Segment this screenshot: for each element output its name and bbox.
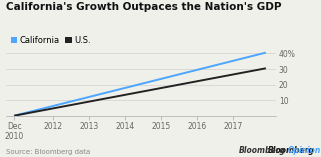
Text: Opinion: Opinion [287,146,321,155]
Legend: California, U.S.: California, U.S. [11,36,91,45]
Text: Bloomberg: Bloomberg [239,146,286,155]
Text: Source: Bloomberg data: Source: Bloomberg data [6,149,91,155]
Text: Bloomberg: Bloomberg [268,146,315,155]
Text: California's Growth Outpaces the Nation's GDP: California's Growth Outpaces the Nation'… [6,2,282,12]
